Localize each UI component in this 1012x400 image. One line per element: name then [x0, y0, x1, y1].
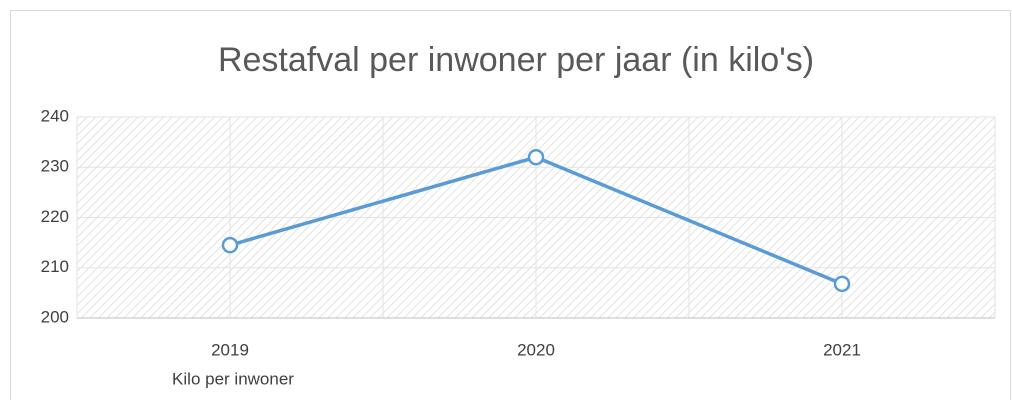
x-tick-label: 2020 [517, 340, 555, 359]
marker [221, 236, 239, 254]
y-tick-label: 210 [41, 257, 69, 276]
marker [527, 148, 545, 166]
y-tick-label: 200 [41, 307, 69, 326]
marker [833, 275, 851, 293]
y-tick-label: 230 [41, 157, 69, 176]
legend-label: Kilo per inwoner [172, 369, 294, 388]
x-tick-label: 2019 [211, 340, 249, 359]
y-tick-label: 220 [41, 207, 69, 226]
chart-title: Restafval per inwoner per jaar (in kilo'… [218, 41, 814, 79]
y-tick-label: 240 [41, 106, 69, 125]
x-tick-label: 2021 [823, 340, 861, 359]
